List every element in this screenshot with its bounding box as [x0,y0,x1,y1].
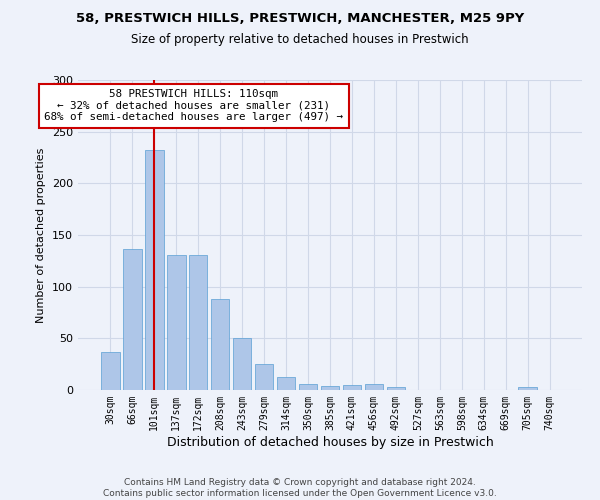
Bar [101,352,119,390]
Bar [386,387,405,390]
Bar [277,376,295,390]
Bar [343,385,361,390]
Bar [518,387,537,390]
Text: 58 PRESTWICH HILLS: 110sqm
← 32% of detached houses are smaller (231)
68% of sem: 58 PRESTWICH HILLS: 110sqm ← 32% of deta… [44,90,343,122]
Bar [167,254,185,390]
Y-axis label: Number of detached properties: Number of detached properties [37,148,46,322]
X-axis label: Distribution of detached houses by size in Prestwich: Distribution of detached houses by size … [167,436,493,448]
Bar [255,364,274,390]
Bar [320,386,340,390]
Bar [299,384,317,390]
Bar [145,150,164,390]
Text: Size of property relative to detached houses in Prestwich: Size of property relative to detached ho… [131,32,469,46]
Bar [123,250,142,390]
Bar [211,299,229,390]
Bar [233,338,251,390]
Bar [189,254,208,390]
Text: 58, PRESTWICH HILLS, PRESTWICH, MANCHESTER, M25 9PY: 58, PRESTWICH HILLS, PRESTWICH, MANCHEST… [76,12,524,26]
Bar [365,384,383,390]
Text: Contains HM Land Registry data © Crown copyright and database right 2024.
Contai: Contains HM Land Registry data © Crown c… [103,478,497,498]
